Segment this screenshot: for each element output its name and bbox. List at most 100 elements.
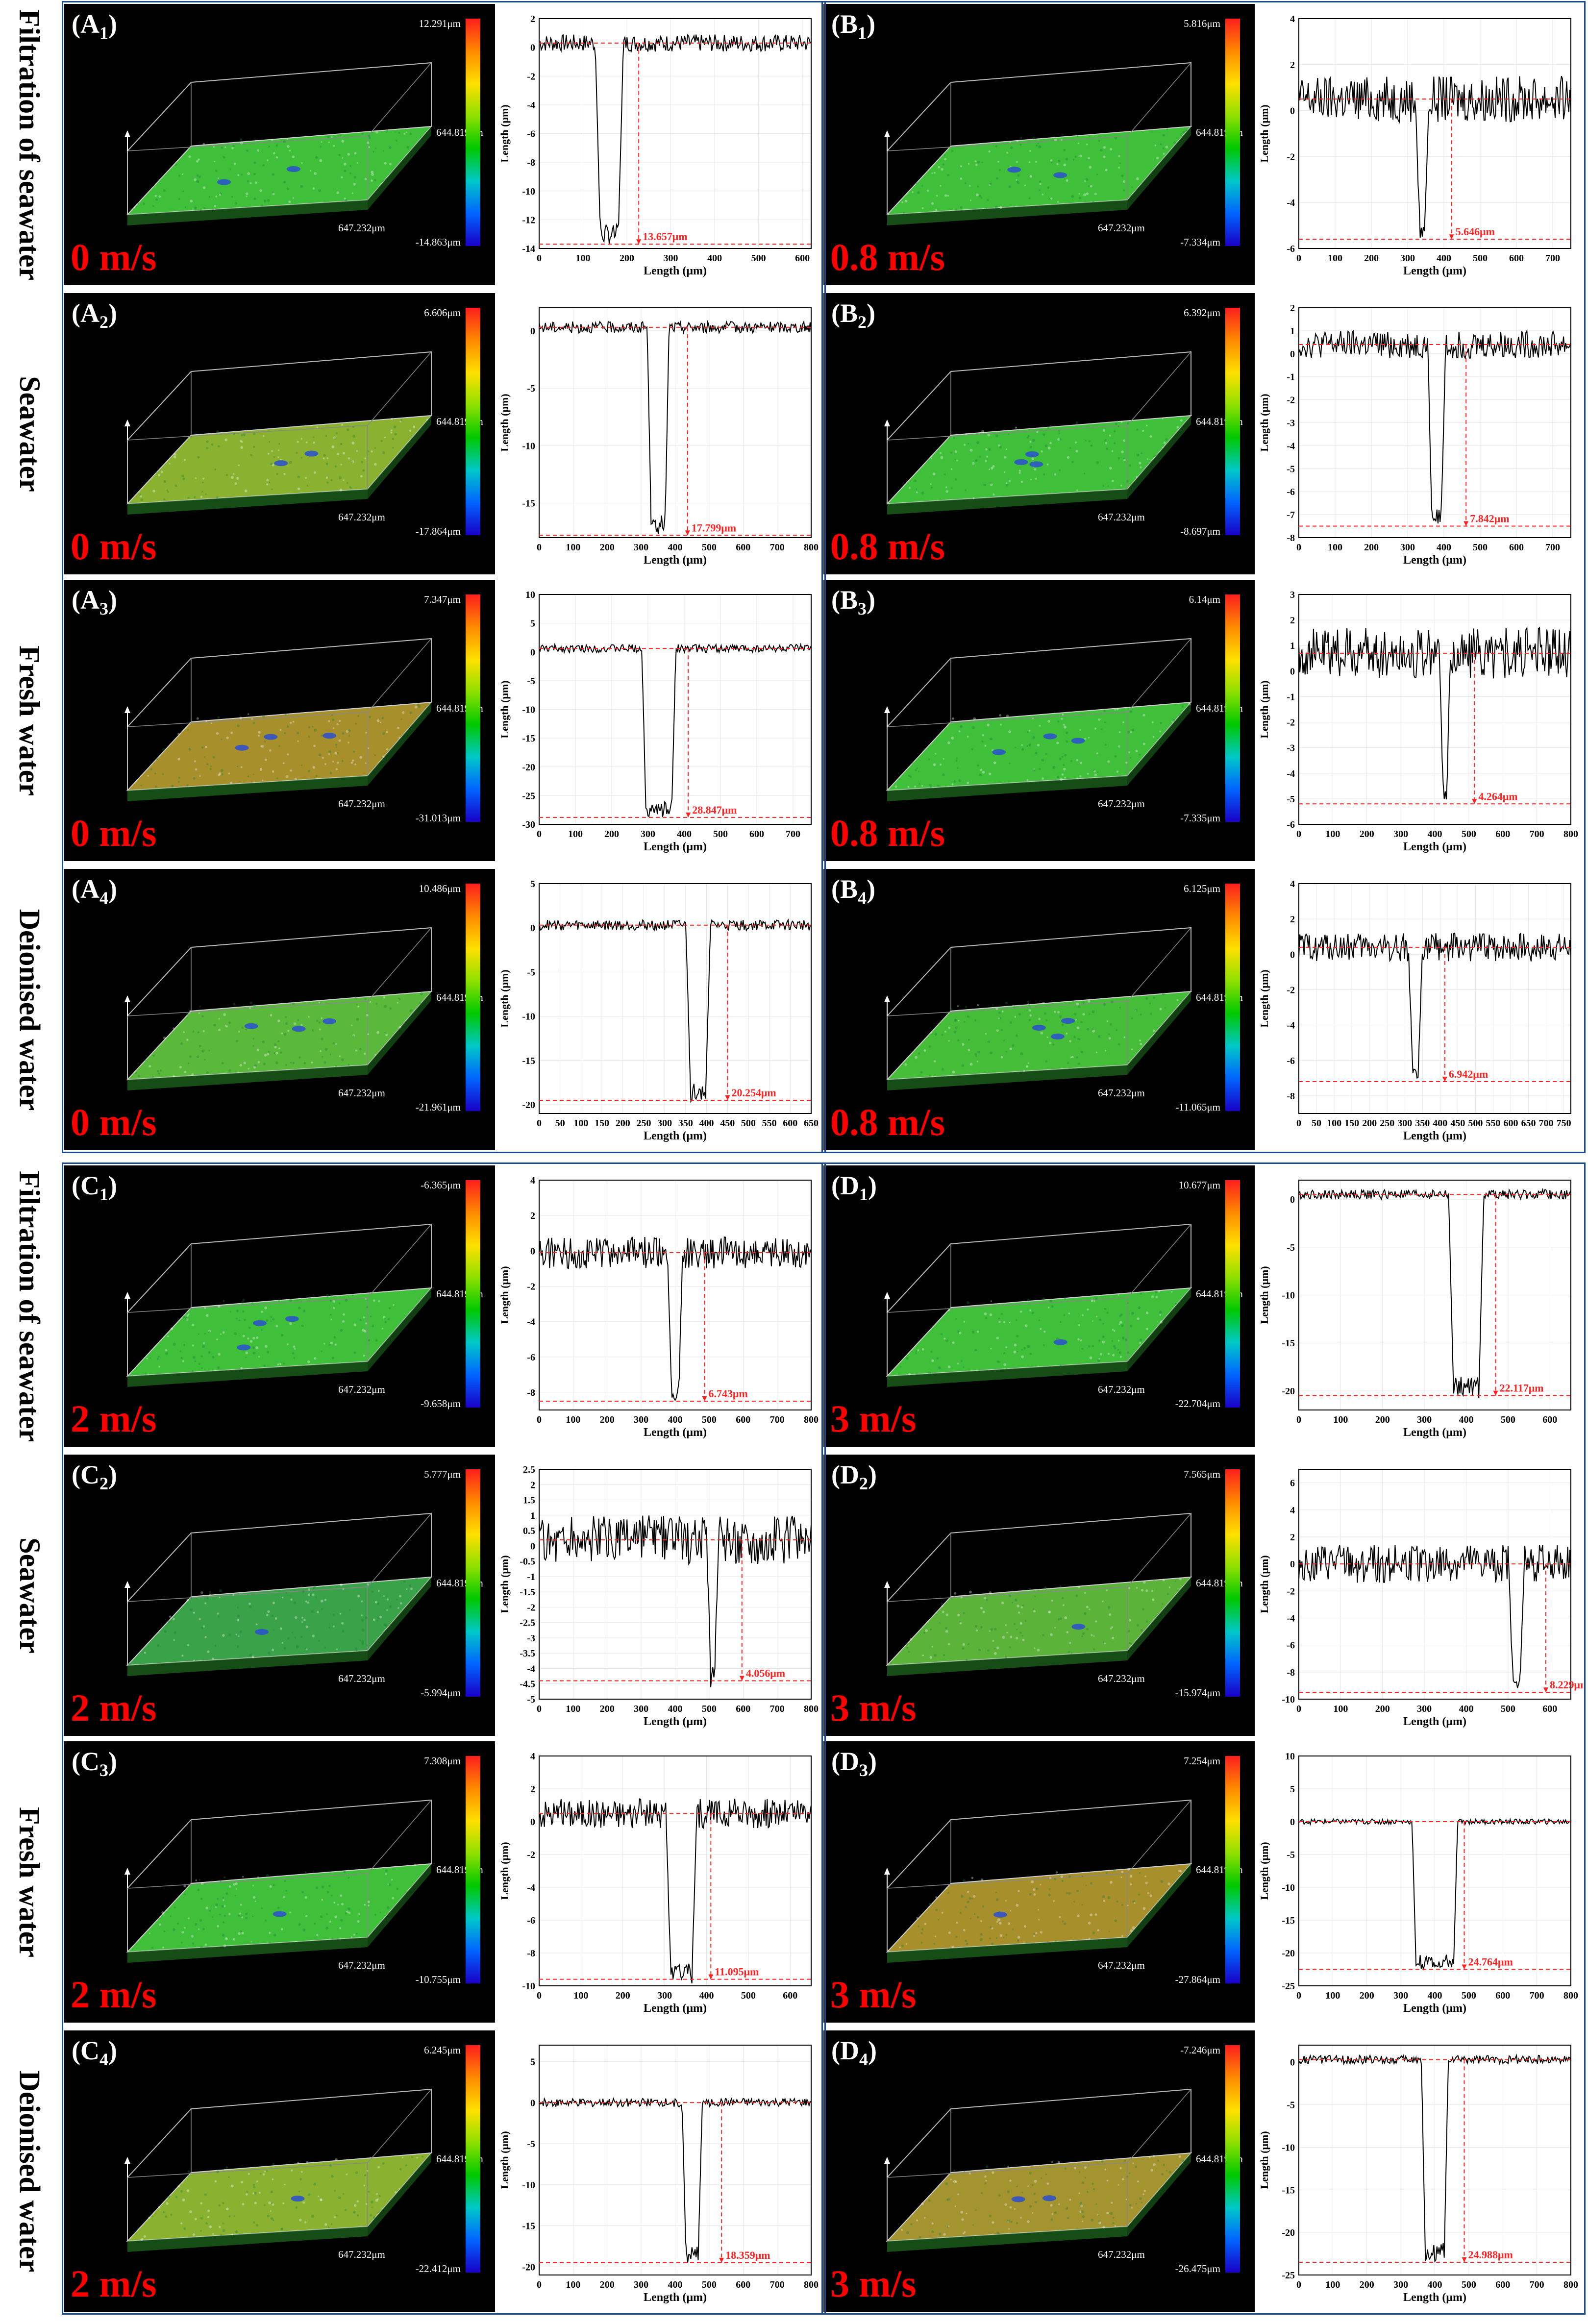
panel-label: (A4) <box>72 874 117 908</box>
depth-annotation: 28.847μm <box>692 804 737 816</box>
surface-3d <box>884 1512 1192 1676</box>
depth-annotation: 4.264μm <box>1478 790 1517 802</box>
x-tick-label: 300 <box>634 1704 648 1714</box>
x-tick-label: 200 <box>1360 2279 1374 2290</box>
x-tick-label: 100 <box>1327 1118 1341 1129</box>
profile-chart-C3: 0 100 200 300 400 500 600 -10 -8 -6 -4 -2 0 2 4 11.095μ… <box>497 1741 823 2023</box>
y-tick-label: -1 <box>527 1572 535 1582</box>
surface-3d <box>124 1223 433 1387</box>
x-tick-label: 400 <box>677 829 692 840</box>
speed-label: 2 m/s <box>71 2262 157 2305</box>
color-scale-min: -9.658μm <box>421 1398 461 1409</box>
profile-chart-B3: 0 100 200 300 400 500 600 700 800 -6 -5 -4 -3 -2 -1 0 1 2… <box>1257 580 1583 861</box>
x-tick-label: 700 <box>770 1414 785 1425</box>
panel-label: (C4) <box>72 2036 117 2069</box>
surface-panel-B3: (B3) 0.8 m/s 644.819μm 647.232μm 6.14μm -7.33… <box>823 580 1255 861</box>
x-tick-label: 500 <box>1473 253 1488 264</box>
dim-x-label: 647.232μm <box>338 1673 385 1684</box>
y-tick-label: 1 <box>1290 326 1295 337</box>
color-scale-min: -7.334μm <box>1180 236 1220 248</box>
y-tick-label: 0 <box>530 1817 535 1828</box>
y-tick-label: -3 <box>527 1633 535 1644</box>
y-tick-label: -2 <box>1287 1586 1295 1597</box>
y-tick-label: -5 <box>527 967 535 978</box>
x-axis-label: Length (μm) <box>644 2291 707 2304</box>
y-tick-label: 0 <box>530 43 535 53</box>
y-tick-label: -15 <box>522 1056 535 1066</box>
surface-panel-A2: (A2) 0 m/s 644.819μm 647.232μm 6.606μm -17.86… <box>64 293 495 574</box>
x-tick-label: 700 <box>770 2279 785 2290</box>
y-tick-label: -5 <box>1287 464 1295 474</box>
y-tick-label: 4 <box>1290 879 1295 890</box>
color-scale-max: 7.308μm <box>424 1755 461 1767</box>
y-tick-label: -2 <box>527 1281 535 1292</box>
x-tick-label: 200 <box>1364 253 1379 264</box>
x-tick-label: 500 <box>1501 1414 1515 1425</box>
color-scale-min: -27.864μm <box>1175 1974 1220 1985</box>
y-tick-label: 0 <box>530 2098 535 2108</box>
surface-panel-C4: (C4) 2 m/s 644.819μm 647.232μm 6.245μm -22.41… <box>64 2030 495 2312</box>
x-tick-label: 700 <box>770 1704 785 1714</box>
surface-panel-B1: (B1) 0.8 m/s 644.819μm 647.232μm 5.816μm -7.3… <box>823 4 1255 285</box>
x-tick-label: 0 <box>537 1414 542 1425</box>
y-axis-label: Length (μm) <box>1258 1266 1270 1324</box>
speed-label: 2 m/s <box>71 1397 157 1440</box>
y-tick-label: -15 <box>1282 2185 1295 2196</box>
y-tick-label: -10 <box>522 705 535 716</box>
x-tick-label: 400 <box>1428 2279 1442 2290</box>
y-axis-label: Length (μm) <box>1258 104 1270 162</box>
profile-chart-C1: 0 100 200 300 400 500 600 700 800 -8 -6 -4 -2 0 2 4 6.74… <box>497 1165 823 1447</box>
x-tick-label: 550 <box>762 1118 777 1129</box>
depth-annotation: 24.764μm <box>1468 1956 1513 1968</box>
y-tick-label: -5 <box>1287 1850 1295 1860</box>
x-tick-label: 100 <box>568 829 583 840</box>
y-tick-label: -5 <box>527 676 535 687</box>
x-tick-label: 600 <box>749 829 764 840</box>
profile-svg: 0 100 200 300 400 500 600 700 -8 -7 -6 -5 -4 -3 -2 -1 0 1… <box>1258 303 1571 567</box>
profile-line <box>1298 329 1571 524</box>
y-tick-label: -1 <box>1287 372 1295 383</box>
x-tick-label: 300 <box>1393 1990 1408 2001</box>
x-axis-label: Length (μm) <box>1403 841 1466 853</box>
y-tick-label: -8 <box>527 1387 535 1398</box>
speed-label: 3 m/s <box>830 1973 917 2016</box>
y-axis-label: Length (μm) <box>498 2131 511 2189</box>
depth-annotation: 13.657μm <box>643 230 687 243</box>
x-tick-label: 200 <box>616 1118 630 1129</box>
profile-line <box>539 1515 812 1687</box>
surface-3d <box>884 927 1192 1090</box>
y-tick-label: -10 <box>522 2180 535 2191</box>
color-scale-bar <box>466 19 480 246</box>
surface-panel-D1: (D1) 3 m/s 644.819μm 647.232μm 10.677μm -22.7… <box>823 1165 1255 1447</box>
y-tick-label: 0 <box>530 1541 535 1552</box>
x-tick-label: 100 <box>566 1414 580 1425</box>
color-scale-min: -21.961μm <box>415 1101 461 1113</box>
surface-3d <box>124 2088 433 2252</box>
x-tick-label: 750 <box>1557 1118 1571 1129</box>
profile-svg: 0 100 200 300 400 500 600 700 800 -25 -20 -15 -10 -5 0… <box>1258 1751 1578 2015</box>
dim-x-label: 647.232μm <box>338 1959 385 1971</box>
x-tick-label: 200 <box>600 1704 615 1714</box>
color-scale-bar <box>1225 594 1240 822</box>
x-tick-label: 450 <box>1450 1118 1465 1129</box>
y-axis-label: Length (μm) <box>1258 1842 1270 1900</box>
x-tick-label: 350 <box>1415 1118 1430 1129</box>
x-tick-label: 200 <box>1375 1414 1390 1425</box>
x-tick-label: 700 <box>1530 2279 1544 2290</box>
color-scale-bar <box>466 1180 480 1408</box>
profile-chart-C4: 0 100 200 300 400 500 600 700 800 -20 -15 -10 -5 0 5 18… <box>497 2030 823 2312</box>
profile-line <box>1298 1545 1571 1688</box>
y-axis-label: Length (μm) <box>1258 2131 1270 2189</box>
x-tick-label: 150 <box>1344 1118 1359 1129</box>
surface-panel-D4: (D4) 3 m/s 644.819μm 647.232μm -7.246μm -26.4… <box>823 2030 1255 2312</box>
x-tick-label: 300 <box>1393 829 1408 840</box>
y-tick-label: 5 <box>530 879 535 890</box>
x-tick-label: 0 <box>1296 829 1301 840</box>
x-tick-label: 600 <box>736 542 750 553</box>
dim-x-label: 647.232μm <box>1098 798 1145 810</box>
color-scale-min: -8.697μm <box>1180 525 1220 537</box>
surface-3d <box>124 927 433 1090</box>
panel-label: (A2) <box>72 298 117 332</box>
profile-line <box>539 33 811 244</box>
surface-panel-D2: (D2) 3 m/s 644.819μm 647.232μm 7.565μm -15.97… <box>823 1455 1255 1736</box>
